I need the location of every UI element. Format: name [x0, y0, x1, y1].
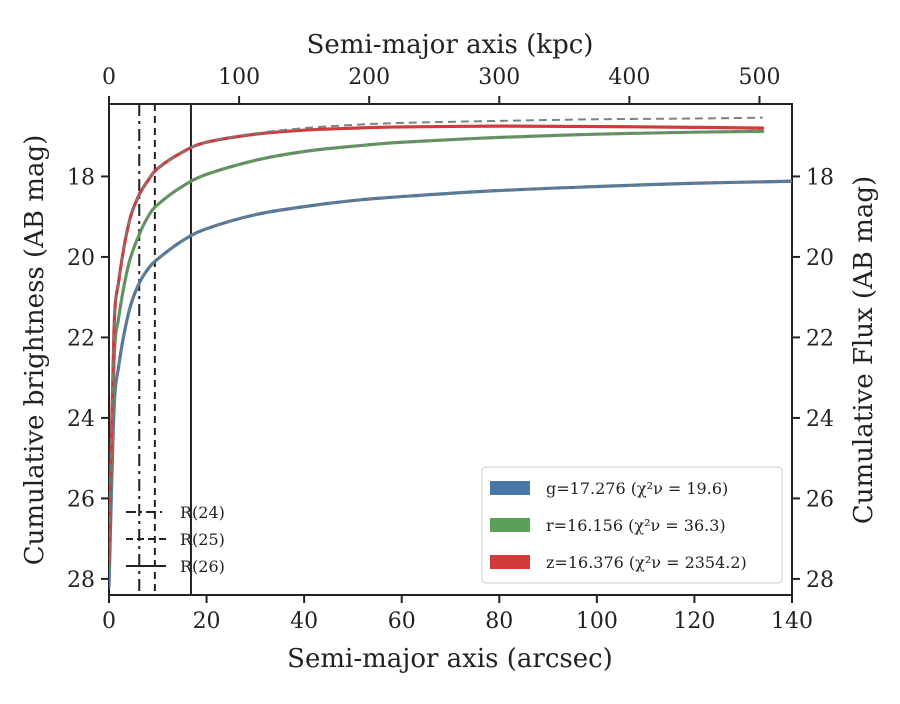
x-top-tick-label: 0 [102, 65, 116, 90]
radius-legend-label-r24: R(24) [180, 503, 225, 522]
band-legend-frame [481, 466, 783, 584]
x-tick-label: 140 [771, 609, 813, 634]
y-right-tick-label: 20 [806, 246, 834, 271]
x-tick-label: 40 [290, 609, 318, 634]
band-legend: g=17.276 (χ²ν = 19.6) r=16.156 (χ²ν = 36… [481, 466, 783, 584]
model-line-z [109, 116, 763, 563]
x-axis-top: 0 100 200 300 400 500 [102, 65, 780, 104]
x-top-tick-label: 300 [478, 65, 520, 90]
y-right-tick-label: 22 [806, 326, 834, 351]
y-tick-label: 28 [67, 568, 95, 593]
radius-legend-label-r25: R(25) [180, 530, 225, 549]
x-top-tick-label: 200 [348, 65, 390, 90]
band-legend-swatch-g [490, 481, 530, 495]
y-tick-label: 22 [67, 326, 95, 351]
x-tick-label: 100 [576, 609, 618, 634]
x-tick-label: 80 [485, 609, 513, 634]
model-line-g [109, 179, 792, 587]
plot-frame [108, 103, 793, 596]
x-tick-label: 120 [673, 609, 715, 634]
band-legend-label-g: g=17.276 (χ²ν = 19.6) [546, 479, 728, 498]
band-legend-label-r: r=16.156 (χ²ν = 36.3) [546, 516, 726, 535]
y-axis-right: 18 20 22 24 26 28 [792, 165, 834, 593]
y-right-tick-label: 24 [806, 407, 834, 432]
y-tick-label: 24 [67, 407, 95, 432]
y-axis-title-right: Cumulative Flux (AB mag) [849, 176, 879, 524]
band-legend-swatch-z [490, 555, 530, 569]
y-axis-title-left: Cumulative brightness (AB mag) [20, 135, 50, 566]
x-top-tick-label: 400 [608, 65, 650, 90]
model-line-r [109, 129, 763, 571]
x-tick-label: 20 [193, 609, 221, 634]
band-legend-label-z: z=16.376 (χ²ν = 2354.2) [546, 553, 747, 572]
y-tick-label: 18 [67, 165, 95, 190]
x-top-tick-label: 100 [218, 65, 260, 90]
y-tick-label: 20 [67, 246, 95, 271]
x-axis-title-top: Semi-major axis (kpc) [307, 30, 594, 60]
y-right-tick-label: 26 [806, 487, 834, 512]
radius-legend-label-r26: R(26) [180, 557, 225, 576]
y-axis-left: 18 20 22 24 26 28 [67, 165, 109, 593]
y-tick-label: 26 [67, 487, 95, 512]
plot-area [109, 104, 792, 595]
x-top-tick-label: 500 [738, 65, 780, 90]
x-axis-bottom: 0 20 40 60 80 100 120 140 [102, 595, 813, 634]
x-tick-label: 60 [388, 609, 416, 634]
radius-legend: R(24) R(25) R(26) [126, 503, 225, 576]
band-legend-swatch-r [490, 518, 530, 532]
x-tick-label: 0 [102, 609, 116, 634]
y-right-tick-label: 28 [806, 568, 834, 593]
x-axis-title-bottom: Semi-major axis (arcsec) [287, 644, 613, 674]
y-right-tick-label: 18 [806, 165, 834, 190]
